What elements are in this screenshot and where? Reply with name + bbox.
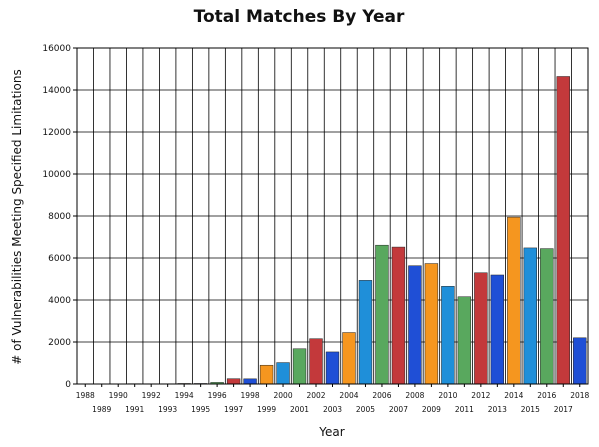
bar-2005 <box>358 280 373 385</box>
x-tick-label: 2009 <box>422 405 441 414</box>
x-tick-label: 2016 <box>537 391 556 400</box>
y-tick-label: 0 <box>65 380 71 390</box>
x-axis-title: Year <box>318 425 344 439</box>
bar-2006 <box>375 244 389 385</box>
x-tick-label: 2002 <box>306 391 325 400</box>
x-tick-label: 2006 <box>372 391 391 400</box>
bar-1997 <box>226 378 241 385</box>
bar-2017 <box>556 76 570 385</box>
x-tick-label: 1989 <box>92 405 111 414</box>
plot-frame <box>76 47 589 385</box>
bar-2014 <box>507 216 521 385</box>
y-tick-label: 14000 <box>42 86 71 96</box>
bar-1999 <box>259 364 274 385</box>
bar-2012 <box>474 272 488 385</box>
y-tick-label: 2000 <box>48 338 71 348</box>
bar-2009 <box>424 263 439 385</box>
x-tick-label: 2012 <box>471 391 490 400</box>
bar-2002 <box>309 338 323 385</box>
x-tick-label: 2008 <box>405 391 424 400</box>
x-tick-label: 2018 <box>570 391 589 400</box>
bars <box>78 76 587 385</box>
x-tick-label: 1996 <box>208 391 227 400</box>
x-tick-label: 1994 <box>175 391 194 400</box>
x-tick-label: 2010 <box>438 391 457 400</box>
y-tick-label: 8000 <box>48 212 71 222</box>
bar-2011 <box>457 296 472 385</box>
x-tick-label: 2007 <box>389 405 408 414</box>
x-axis-ticks: 1988 1989 1990 1991 1992 1993 1994 1995 1996 1997… <box>76 384 590 414</box>
x-tick-label: 1995 <box>191 405 210 414</box>
y-tick-label: 16000 <box>42 44 71 54</box>
chart-title: Total Matches By Year <box>194 7 405 27</box>
bar-2001 <box>292 348 307 385</box>
y-axis-ticks: 0 2000 4000 6000 8000 10000 12000 14000 16000 <box>42 44 77 390</box>
bar-2000 <box>276 362 290 385</box>
x-tick-label: 1997 <box>224 405 243 414</box>
x-tick-label: 1990 <box>109 391 128 400</box>
x-tick-label: 2000 <box>274 391 293 400</box>
bar-2015 <box>523 247 537 385</box>
x-tick-label: 2011 <box>455 405 474 414</box>
y-tick-label: 4000 <box>48 296 71 306</box>
y-tick-label: 10000 <box>42 170 71 180</box>
x-tick-label: 2017 <box>554 405 573 414</box>
bar-2003 <box>325 351 340 385</box>
y-tick-label: 6000 <box>48 254 71 264</box>
x-tick-label: 1988 <box>76 391 95 400</box>
bar-2016 <box>540 248 554 385</box>
x-tick-label: 2004 <box>339 391 358 400</box>
x-tick-label: 2003 <box>323 405 342 414</box>
bar-2008 <box>408 265 422 385</box>
x-tick-label: 2015 <box>521 405 540 414</box>
x-tick-label: 1998 <box>241 391 260 400</box>
x-tick-label: 1992 <box>142 391 161 400</box>
bar-2004 <box>342 332 356 385</box>
bar-2010 <box>441 286 455 385</box>
bar-2013 <box>490 274 505 385</box>
x-tick-label: 2001 <box>290 405 309 414</box>
x-tick-label: 1999 <box>257 405 276 414</box>
grid <box>77 47 588 385</box>
y-tick-label: 12000 <box>42 128 71 138</box>
x-tick-label: 1993 <box>158 405 177 414</box>
bar-2007 <box>391 246 406 385</box>
bar-1998 <box>243 378 257 385</box>
x-tick-label: 2014 <box>504 391 523 400</box>
x-tick-label: 1991 <box>125 405 144 414</box>
x-tick-label: 2013 <box>488 405 507 414</box>
x-tick-label: 2005 <box>356 405 375 414</box>
bar-2018 <box>573 337 587 385</box>
y-axis-title: # of Vulnerabilities Meeting Specified L… <box>10 69 24 364</box>
